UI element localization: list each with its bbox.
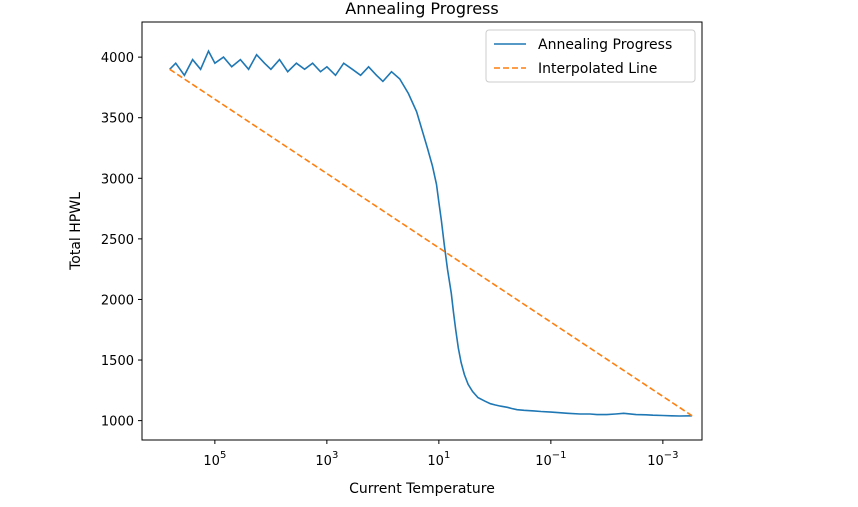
y-tick-label: 4000	[101, 51, 134, 66]
y-tick-label: 1000	[101, 415, 134, 430]
series-line-1	[169, 49, 693, 417]
plot-frame	[141, 21, 703, 441]
series-layer	[169, 49, 693, 417]
y-tick-label: 2000	[101, 293, 134, 308]
x-tick-label: 10−1	[535, 450, 566, 469]
y-tick-label: 3500	[101, 112, 134, 127]
x-axis-title: Current Temperature	[349, 481, 495, 497]
x-tick-label: 103	[315, 450, 338, 469]
y-tick-label: 1500	[101, 354, 134, 369]
legend-label-1: Annealing Progress	[538, 37, 672, 53]
x-axis-ticks: 105 103 101 10−1 10−3	[203, 440, 679, 469]
x-tick-label: 10−3	[647, 450, 678, 469]
legend-box	[485, 29, 696, 83]
y-axis-title: Total HPWL	[68, 192, 84, 271]
x-tick-label: 101	[427, 450, 450, 469]
x-tick-label: 105	[203, 450, 226, 469]
series-line-2	[169, 68, 693, 417]
y-tick-label: 3000	[101, 172, 134, 187]
legend-label-2: Interpolated Line	[538, 61, 657, 77]
chart-title: Annealing Progress	[345, 0, 498, 18]
y-axis-ticks: 1000 1500 2000 2500 3000 3500 4000	[101, 51, 142, 430]
legend: Annealing Progress Interpolated Line	[485, 29, 696, 83]
y-tick-label: 2500	[101, 233, 134, 248]
